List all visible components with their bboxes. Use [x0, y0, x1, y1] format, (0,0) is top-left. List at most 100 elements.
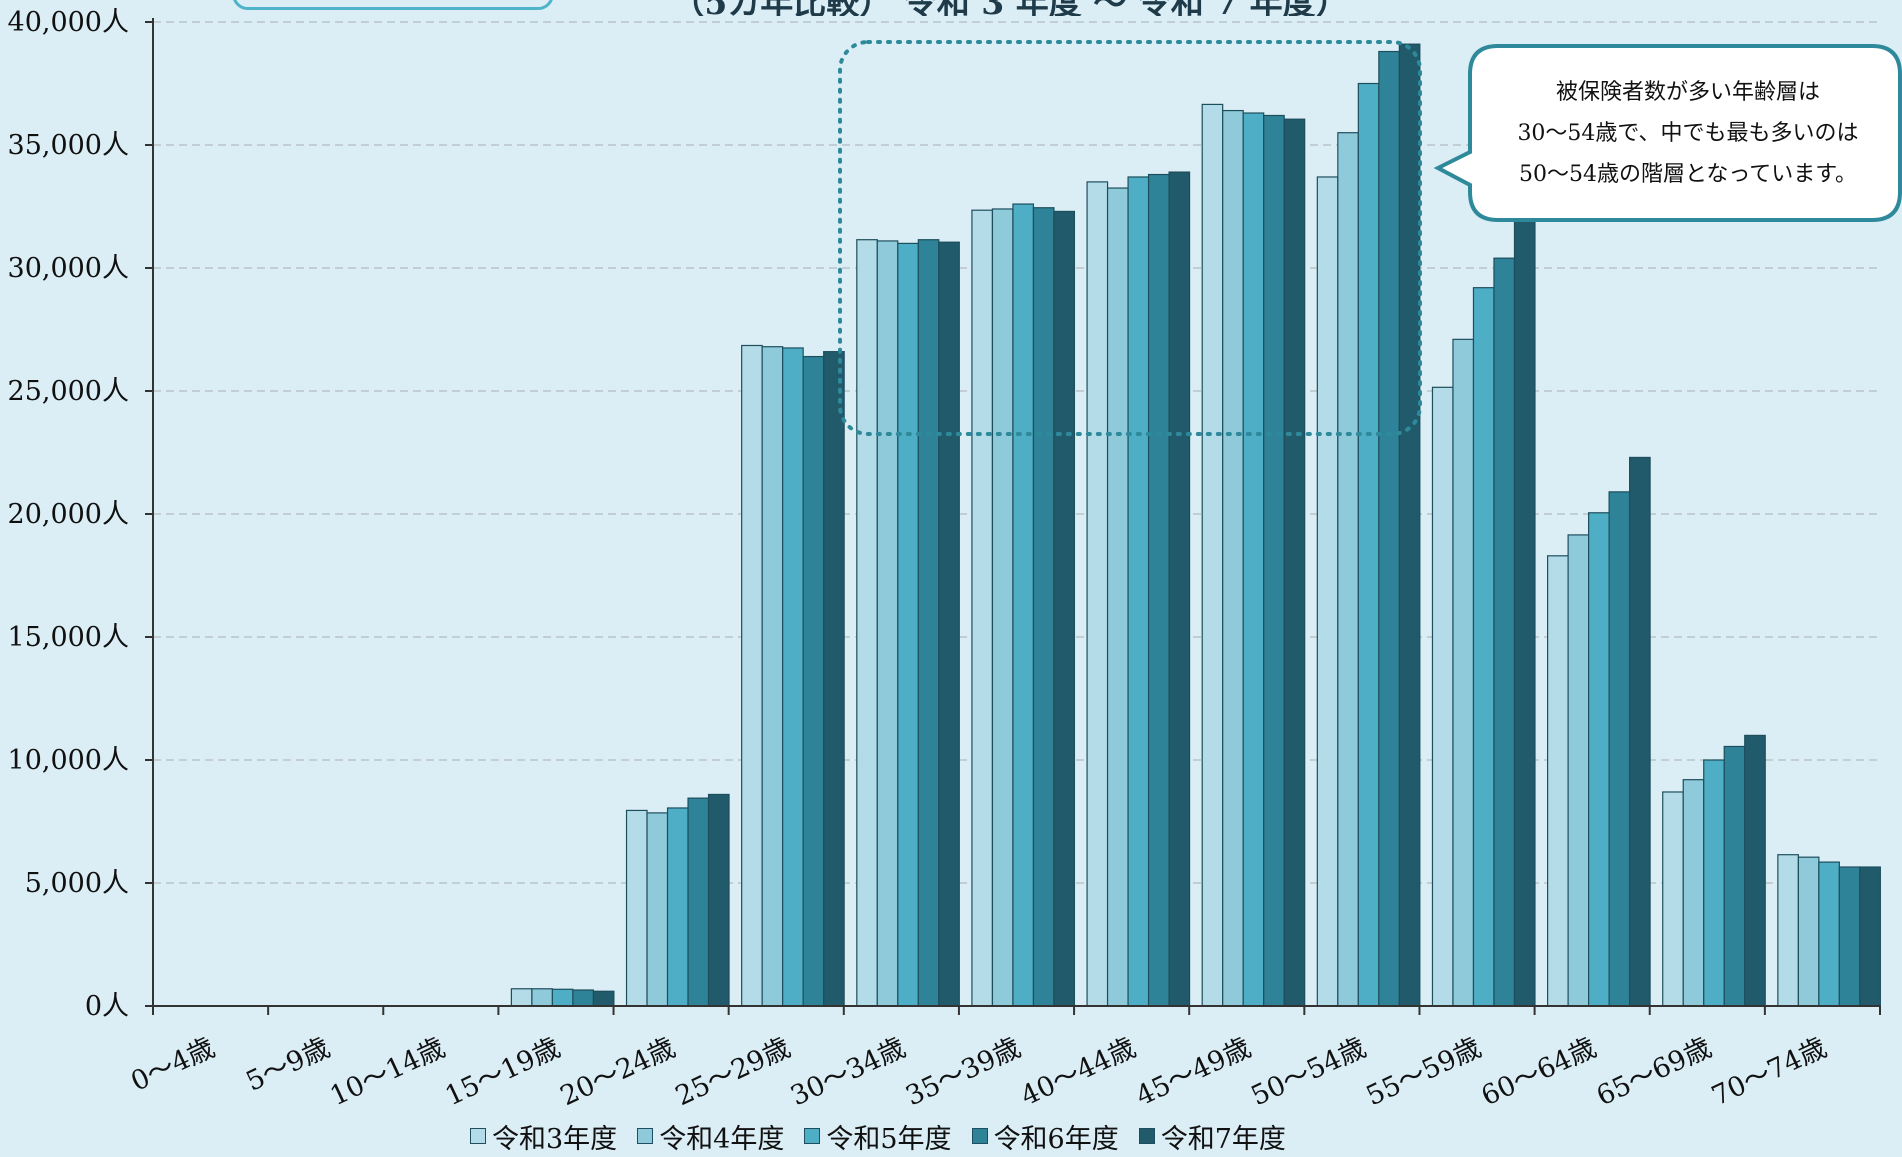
y-tick-label: 20,000人 — [8, 499, 129, 530]
bar — [856, 239, 878, 1007]
callout-line-2: 30～54歳で、中でも最も多いのは — [1517, 121, 1859, 146]
bar — [625, 809, 648, 1007]
bar — [991, 208, 1014, 1007]
bar — [1337, 132, 1359, 1007]
bar — [1201, 103, 1224, 1007]
x-tick-label: 55～59歳 — [1362, 1032, 1486, 1112]
legend-swatch — [637, 1128, 654, 1144]
legend-item-r3: 令和3年度 — [470, 1117, 617, 1156]
bar — [1222, 109, 1244, 1007]
bar — [741, 344, 763, 1007]
chart-title: （5カ年比較） 令和 3 年度 ～ 令和 7 年度） — [600, 0, 1420, 16]
bar — [1777, 854, 1799, 1007]
highlight-box — [838, 40, 1422, 436]
bar — [1032, 207, 1055, 1007]
bar — [1662, 791, 1684, 1007]
bar — [1398, 43, 1421, 1007]
y-tick-label: 10,000人 — [8, 745, 129, 776]
legend-item-r5: 令和5年度 — [804, 1117, 952, 1156]
y-tick-label: 35,000人 — [8, 130, 129, 161]
legend-item-r4: 令和4年度 — [637, 1117, 784, 1156]
bar — [1106, 187, 1129, 1007]
bar — [510, 988, 533, 1007]
bar — [876, 240, 899, 1007]
bar — [823, 351, 845, 1007]
bar — [1452, 338, 1475, 1007]
bar — [1797, 856, 1820, 1007]
bar — [971, 209, 994, 1007]
legend-label: 令和5年度 — [826, 1123, 952, 1155]
bar — [1703, 759, 1725, 1007]
bar — [1283, 118, 1306, 1007]
bar — [917, 239, 940, 1007]
bars — [510, 43, 1881, 1007]
legend-item-r7: 令和7年度 — [1138, 1117, 1286, 1156]
legend-swatch — [470, 1128, 486, 1144]
y-tick-label: 30,000人 — [8, 253, 129, 284]
x-tick-label: 30～34歳 — [786, 1032, 910, 1112]
legend-label: 令和7年度 — [1160, 1123, 1286, 1155]
legend-swatch — [971, 1128, 988, 1144]
bar — [1263, 114, 1285, 1007]
bar — [707, 793, 730, 1007]
x-tick-label: 40～44歳 — [1016, 1032, 1140, 1112]
bar — [666, 807, 689, 1007]
x-tick-label: 15～19歳 — [441, 1032, 565, 1112]
callout-line-3: 50～54歳の階層となっています。 — [1518, 162, 1858, 187]
legend-swatch — [1138, 1128, 1155, 1144]
bar — [1086, 181, 1109, 1007]
bar — [1628, 456, 1651, 1007]
bar — [1546, 555, 1569, 1007]
bar — [1147, 173, 1170, 1007]
y-axis-ticks: 0人 5,000人 10,000人 15,000人 20,000人 25,000人 30,0… — [8, 7, 153, 1022]
y-tick-label: 25,000人 — [8, 376, 129, 407]
bar — [897, 242, 919, 1007]
axes — [152, 18, 1880, 1007]
legend-label: 令和6年度 — [993, 1123, 1119, 1155]
x-tick-label: 65～69歳 — [1592, 1032, 1716, 1112]
y-tick-label: 5,000人 — [25, 868, 129, 899]
bar — [1168, 171, 1191, 1007]
bar — [687, 797, 710, 1007]
y-tick-label: 0人 — [85, 991, 129, 1022]
bar — [1744, 734, 1766, 1007]
x-tick-label: 10～14歳 — [325, 1032, 449, 1112]
bar — [1818, 861, 1840, 1007]
x-tick-label: 35～39歳 — [901, 1032, 1025, 1112]
bar — [531, 988, 554, 1007]
y-tick-label: 40,000人 — [8, 7, 129, 38]
bar — [1127, 176, 1150, 1007]
x-tick-label: 20～24歳 — [556, 1032, 680, 1112]
x-tick-label: 5～9歳 — [241, 1032, 334, 1097]
bar — [1242, 112, 1265, 1007]
x-tick-label: 50～54歳 — [1247, 1032, 1371, 1112]
x-tick-label: 70～74歳 — [1707, 1032, 1831, 1112]
legend-item-r6: 令和6年度 — [971, 1117, 1119, 1156]
bar — [1723, 745, 1746, 1007]
bar — [782, 347, 804, 1007]
bar — [1587, 512, 1610, 1007]
legend-label: 令和4年度 — [659, 1123, 785, 1155]
bar — [1012, 203, 1035, 1007]
bar — [1316, 176, 1339, 1007]
x-tick-label: 60～64歳 — [1477, 1032, 1601, 1112]
bar — [551, 988, 574, 1007]
x-tick-label: 25～29歳 — [671, 1032, 795, 1112]
bar — [1378, 50, 1400, 1007]
y-tick-label: 15,000人 — [8, 622, 129, 653]
x-axis-ticks: 0～4歳 5～9歳10～14歳15～19歳20～24歳25～29歳30～34歳35… — [126, 1006, 1881, 1112]
bar — [761, 346, 784, 1007]
x-tick-label: 0～4歳 — [126, 1032, 219, 1097]
bar — [592, 990, 615, 1007]
bar — [1608, 491, 1631, 1007]
bar — [646, 812, 669, 1007]
callout-text: 被保険者数が多い年齢層は 30～54歳で、中でも最も多いのは 50～54歳の階層… — [1478, 72, 1898, 195]
bar — [1567, 534, 1590, 1007]
x-tick-label: 45～49歳 — [1131, 1032, 1255, 1112]
bar — [1053, 210, 1076, 1007]
bar — [572, 989, 595, 1007]
bar — [1431, 386, 1454, 1007]
legend: 令和3年度 令和4年度 令和5年度 令和6年度 令和7年度 — [470, 1117, 1286, 1156]
